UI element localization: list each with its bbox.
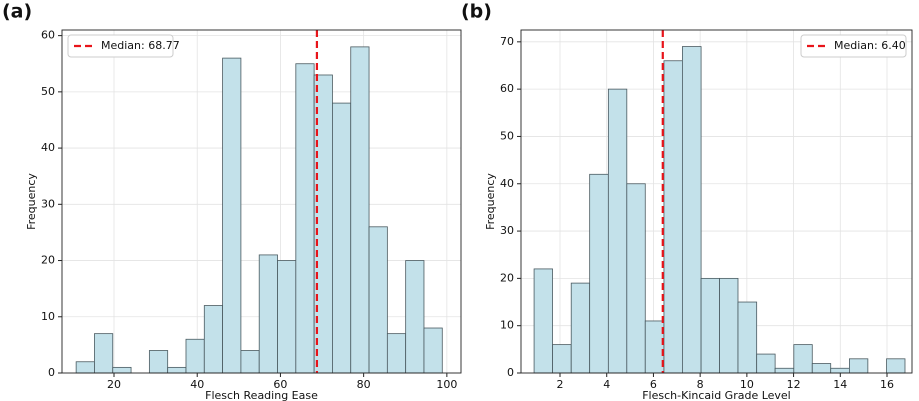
x-tick-label: 20 [107, 378, 121, 391]
histogram-bar [386, 333, 407, 374]
histogram-bar [423, 327, 443, 374]
legend: Median: 68.77 [67, 34, 180, 58]
histogram-bar [700, 277, 720, 374]
plot-panel: (b) 2 4 6 8 10 12 14 16 0 10 20 30 40 50 60 70 Median: 6.… [461, 1, 913, 401]
histogram-bar [681, 46, 702, 374]
y-tick-label: 60 [500, 82, 514, 95]
plot-panel: (a) 20 40 60 80 100 0 10 20 30 40 50 60 Median: 68.77… [2, 1, 462, 401]
histogram-bar [533, 268, 553, 374]
y-tick-label: 60 [41, 29, 55, 42]
x-tick-label: 2 [557, 378, 564, 391]
histogram-bar [589, 173, 609, 374]
histogram-bar [811, 363, 832, 374]
y-tick-label: 10 [41, 310, 55, 323]
histogram-bar [295, 63, 315, 374]
histogram-bar [719, 277, 739, 374]
x-tick-label: 14 [833, 378, 847, 391]
histogram-bar [277, 260, 297, 374]
x-tick-label: 60 [273, 378, 287, 391]
histogram-bar [75, 361, 95, 374]
y-tick-label: 70 [500, 35, 514, 48]
histogram-bar [793, 344, 813, 374]
histogram-bar [368, 226, 388, 374]
y-tick-label: 20 [500, 271, 514, 284]
histogram-bar [405, 260, 425, 374]
histogram-bar [570, 282, 591, 374]
histogram-bar [222, 57, 242, 374]
y-tick-label: 20 [41, 254, 55, 267]
x-tick-label: 6 [650, 378, 657, 391]
histogram-bar [240, 350, 260, 374]
histogram-bar [112, 366, 132, 374]
y-tick-label: 50 [41, 85, 55, 98]
panel-label: (b) [461, 1, 492, 23]
y-tick-label: 40 [500, 177, 514, 190]
histogram-bar [167, 366, 187, 374]
x-tick-label: 16 [880, 378, 894, 391]
histogram-bar [849, 358, 869, 374]
histogram-bar [203, 305, 223, 374]
x-tick-label: 12 [787, 378, 801, 391]
histogram-bar [774, 367, 795, 374]
x-tick-label: 10 [740, 378, 754, 391]
histogram-bar [830, 367, 850, 374]
legend-label: Median: 68.77 [101, 39, 180, 52]
y-tick-label: 50 [500, 129, 514, 142]
histogram-bar [626, 183, 646, 374]
panel-label: (a) [2, 1, 32, 23]
y-tick-label: 30 [41, 197, 55, 210]
histogram-bar [737, 301, 758, 374]
legend-box [800, 34, 907, 58]
x-tick-label: 40 [190, 378, 204, 391]
histogram-bar [185, 338, 205, 374]
histogram-bar [756, 353, 776, 374]
histogram-bar [886, 358, 906, 374]
histogram-bar [644, 320, 665, 374]
x-tick-label: 8 [697, 378, 704, 391]
y-tick-label: 0 [507, 366, 514, 379]
histogram-bar [332, 102, 352, 374]
x-tick-label: 100 [436, 378, 457, 391]
y-axis-label: Frequency [25, 173, 38, 230]
histogram-bar [94, 333, 114, 374]
axes-frame [520, 29, 913, 374]
legend-box [67, 34, 174, 58]
legend: Median: 6.40 [800, 34, 907, 58]
histogram-bar [258, 254, 278, 374]
histogram-bar [552, 344, 572, 374]
y-tick-label: 40 [41, 141, 55, 154]
x-tick-label: 80 [357, 378, 371, 391]
legend-label: Median: 6.40 [834, 39, 906, 52]
y-axis-label: Frequency [484, 173, 497, 230]
y-tick-label: 30 [500, 224, 514, 237]
x-axis-label: Flesch-Kincaid Grade Level [642, 389, 791, 401]
x-tick-label: 4 [603, 378, 610, 391]
axes-frame [61, 29, 462, 374]
histogram-bar [607, 88, 628, 374]
x-axis-label: Flesch Reading Ease [205, 389, 318, 401]
y-tick-label: 0 [48, 366, 55, 379]
histogram-bar [148, 350, 169, 374]
histogram-bar [663, 60, 683, 374]
histogram-bar [350, 46, 370, 374]
y-tick-label: 10 [500, 319, 514, 332]
